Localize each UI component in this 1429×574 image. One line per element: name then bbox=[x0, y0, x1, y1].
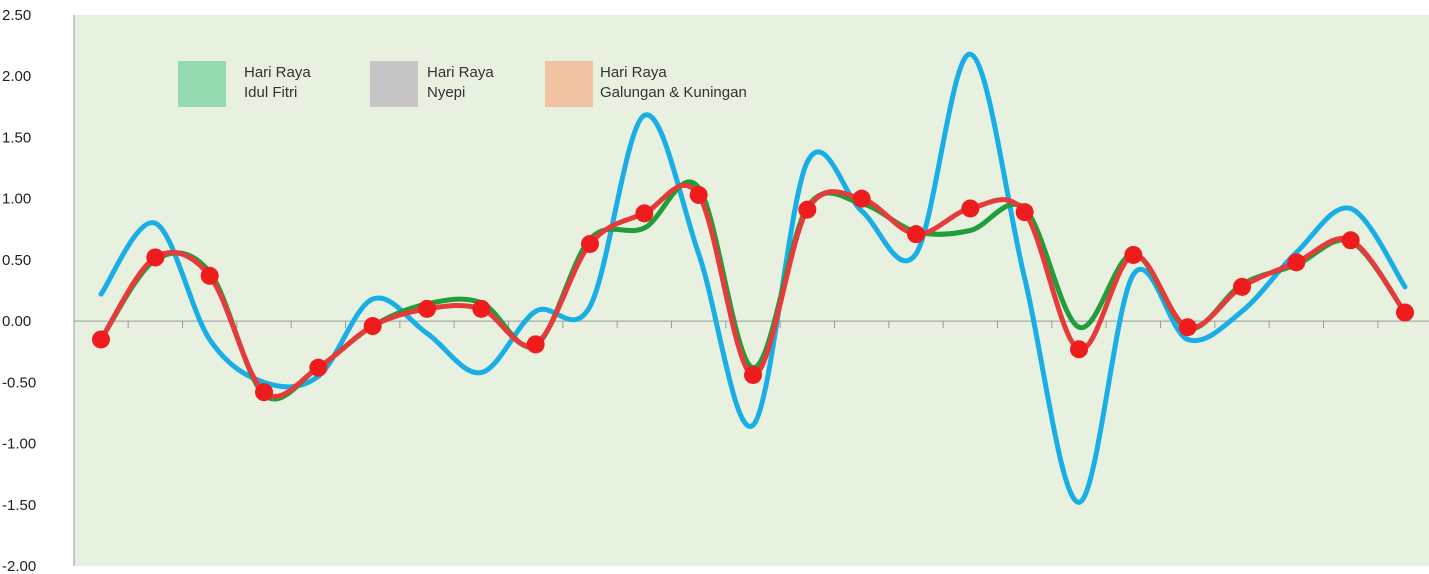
legend-label-line2: Nyepi bbox=[427, 84, 465, 101]
y-tick-label: 0.00 bbox=[2, 313, 31, 330]
legend-label-line2: Idul Fitri bbox=[244, 84, 297, 101]
legend: Hari Raya Idul Fitri Hari Raya Nyepi Hari Ra… bbox=[178, 61, 747, 107]
data-point-marker bbox=[961, 199, 980, 218]
y-axis-labels: 2.50 2.00 1.50 1.00 0.50 0.00 -0.50 -1.00 -1.50 -… bbox=[2, 7, 36, 574]
y-tick-label: -0.50 bbox=[2, 374, 36, 391]
legend-label-line2: Galungan & Kuningan bbox=[600, 84, 747, 101]
data-point-marker bbox=[852, 189, 871, 208]
y-tick-label: -1.00 bbox=[2, 436, 36, 453]
data-point-marker bbox=[1015, 203, 1034, 222]
data-point-marker bbox=[200, 266, 219, 285]
data-point-marker bbox=[309, 358, 328, 377]
y-tick-label: 0.50 bbox=[2, 252, 31, 269]
data-point-marker bbox=[1341, 231, 1360, 250]
data-point-marker bbox=[1070, 340, 1088, 359]
legend-label-line1: Hari Raya bbox=[427, 64, 494, 81]
legend-swatch bbox=[370, 61, 418, 107]
y-tick-label: 2.50 bbox=[2, 7, 31, 24]
data-point-marker bbox=[1178, 318, 1197, 337]
data-point-marker bbox=[255, 383, 273, 402]
data-point-marker bbox=[526, 335, 545, 354]
data-point-marker bbox=[907, 225, 925, 244]
data-point-marker bbox=[689, 185, 708, 204]
legend-swatch bbox=[178, 61, 226, 107]
y-tick-label: 1.50 bbox=[2, 129, 31, 146]
data-point-marker bbox=[1233, 277, 1251, 296]
data-point-marker bbox=[581, 234, 599, 253]
data-point-marker bbox=[363, 317, 382, 336]
data-point-marker bbox=[418, 299, 436, 318]
data-point-marker bbox=[1396, 303, 1414, 322]
legend-swatch bbox=[545, 61, 593, 107]
data-point-marker bbox=[744, 365, 762, 384]
data-point-marker bbox=[472, 299, 491, 318]
data-point-marker bbox=[798, 200, 817, 219]
data-point-marker bbox=[1124, 245, 1143, 264]
data-point-marker bbox=[146, 248, 165, 267]
y-tick-label: -1.50 bbox=[2, 497, 36, 514]
data-point-marker bbox=[1287, 253, 1306, 272]
y-tick-label: 1.00 bbox=[2, 191, 31, 208]
series-layer bbox=[92, 51, 1414, 505]
y-tick-label: 2.00 bbox=[2, 68, 31, 85]
y-tick-label: -2.00 bbox=[2, 558, 36, 574]
legend-label-line1: Hari Raya bbox=[600, 64, 667, 81]
plot-area bbox=[74, 15, 1429, 566]
data-point-marker bbox=[635, 204, 654, 223]
legend-label-line1: Hari Raya bbox=[244, 64, 311, 81]
data-point-marker bbox=[92, 330, 110, 349]
